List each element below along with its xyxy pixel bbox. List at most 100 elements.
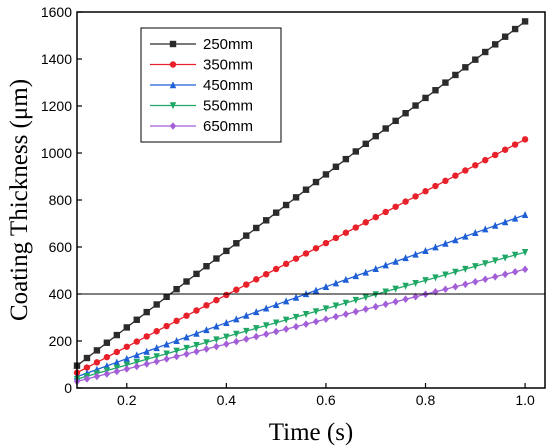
data-point [272, 209, 280, 216]
data-point [203, 339, 210, 347]
data-point [452, 172, 459, 179]
data-point [521, 211, 529, 219]
data-point [83, 375, 91, 383]
data-point [292, 313, 300, 321]
data-point [511, 268, 519, 276]
y-tick-label: 400 [49, 286, 73, 302]
series-250mm [73, 18, 529, 369]
data-point [243, 232, 250, 239]
data-point [482, 48, 489, 56]
legend-label: 550mm [203, 98, 253, 115]
data-point [312, 286, 320, 294]
data-point [243, 327, 250, 335]
data-point [362, 305, 369, 313]
data-point [312, 317, 320, 326]
data-point [173, 352, 180, 361]
legend-marker [169, 102, 177, 110]
data-point [362, 294, 369, 302]
data-point [501, 33, 509, 40]
data-point [213, 255, 220, 262]
data-point [103, 339, 111, 346]
data-point [412, 292, 419, 301]
data-point [521, 136, 529, 143]
series-450mm [73, 211, 529, 380]
data-point [482, 260, 489, 268]
data-point [143, 360, 150, 368]
x-tick-label: 0.4 [217, 392, 237, 408]
data-point [322, 315, 330, 323]
data-point [382, 208, 389, 216]
data-point [253, 332, 260, 341]
data-point [412, 279, 419, 287]
data-point [153, 301, 160, 308]
data-point [282, 201, 290, 209]
data-point [322, 305, 330, 313]
data-point [233, 337, 240, 346]
data-point [103, 353, 111, 361]
data-point [372, 302, 379, 311]
data-point [183, 312, 190, 319]
data-point [163, 322, 170, 330]
data-point [123, 343, 130, 350]
data-point [113, 331, 121, 339]
data-point [163, 293, 170, 301]
data-point [482, 156, 489, 164]
data-point [183, 344, 190, 352]
data-point [133, 316, 140, 323]
data-point [452, 71, 459, 79]
data-point [133, 362, 140, 371]
legend-marker [169, 122, 177, 130]
y-tick-label: 1000 [41, 145, 72, 161]
data-point [143, 308, 150, 316]
data-point [442, 271, 449, 279]
data-point [113, 348, 121, 356]
data-point [352, 296, 360, 304]
data-point [272, 327, 280, 336]
legend-entry: 550mm [150, 98, 253, 115]
data-point [422, 246, 429, 254]
series-line [76, 268, 526, 383]
data-point [143, 347, 150, 355]
data-point [442, 239, 449, 247]
data-point [282, 316, 290, 324]
x-tick-label: 0.6 [316, 392, 336, 408]
data-point [372, 132, 379, 140]
data-point [452, 236, 459, 244]
data-point [332, 163, 340, 170]
data-point [292, 255, 300, 262]
data-point [392, 297, 399, 306]
data-point [412, 250, 419, 258]
data-point [272, 265, 280, 273]
data-point [392, 203, 399, 210]
data-point [253, 276, 260, 283]
data-point [93, 359, 101, 366]
data-point [213, 342, 220, 351]
data-point [223, 247, 230, 255]
data-point [83, 354, 91, 362]
data-point [292, 194, 300, 201]
data-point [193, 307, 200, 314]
y-tick-label: 200 [49, 333, 73, 349]
data-point [372, 291, 379, 299]
data-point [262, 304, 270, 312]
data-point [362, 219, 369, 226]
data-point [402, 198, 409, 205]
data-point [422, 277, 429, 285]
data-point [163, 355, 170, 363]
y-tick-label: 1200 [41, 98, 72, 114]
data-point [382, 288, 389, 296]
data-point [422, 188, 429, 195]
data-point [103, 362, 111, 370]
data-point [243, 335, 250, 343]
data-point [432, 182, 439, 190]
data-point [501, 146, 509, 153]
data-point [193, 270, 200, 278]
data-point [521, 18, 529, 25]
y-tick-label: 800 [49, 192, 73, 208]
y-tick-label: 1400 [41, 51, 72, 67]
data-point [93, 347, 101, 354]
data-point [143, 333, 150, 340]
data-point [163, 350, 170, 358]
data-point [302, 250, 310, 257]
